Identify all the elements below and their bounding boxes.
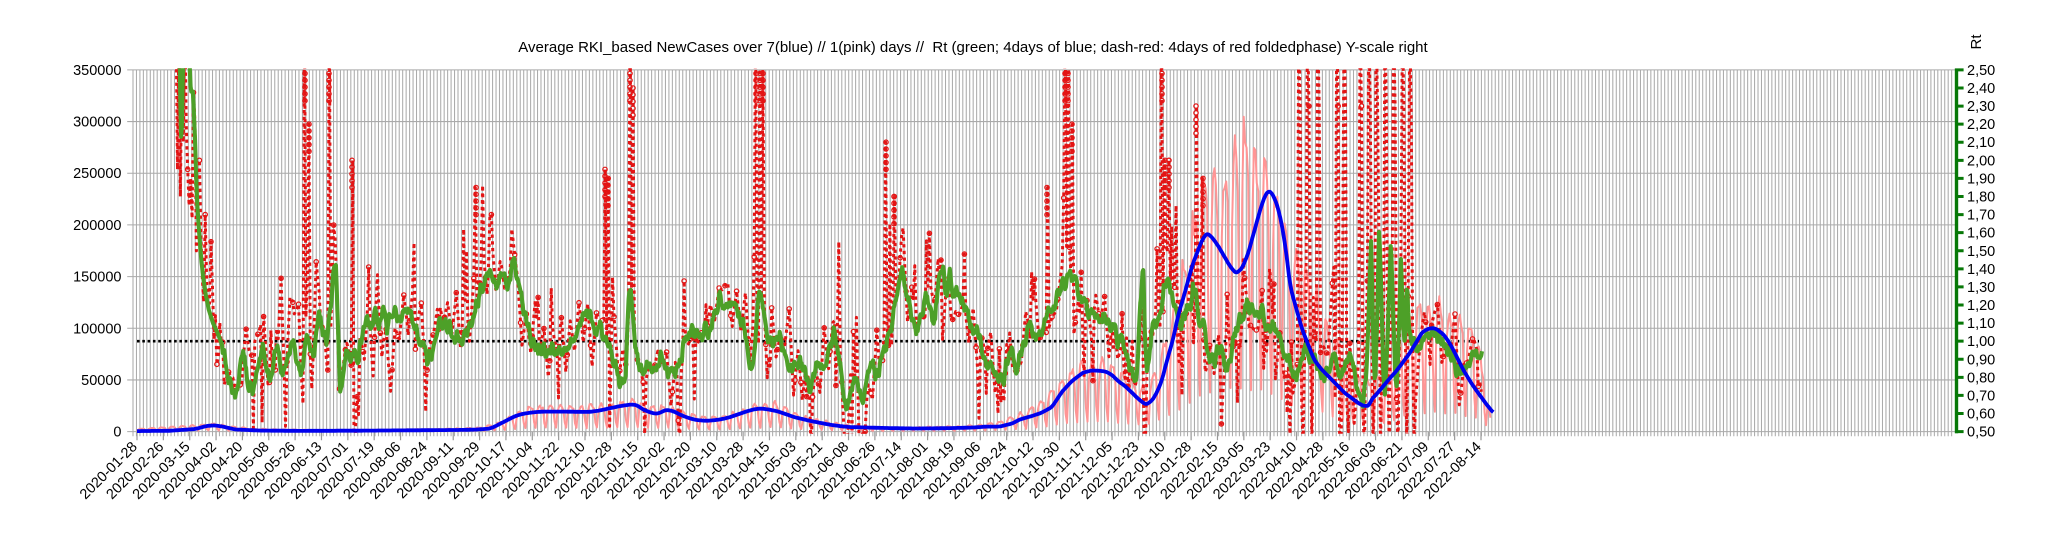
svg-text:2,10: 2,10: [1967, 135, 1995, 151]
svg-text:2,50: 2,50: [1967, 63, 1995, 79]
svg-text:1,00: 1,00: [1967, 334, 1995, 350]
svg-text:2,40: 2,40: [1967, 81, 1995, 97]
svg-text:350000: 350000: [73, 63, 121, 79]
svg-text:1,20: 1,20: [1967, 298, 1995, 314]
svg-text:100000: 100000: [73, 321, 121, 337]
svg-text:50000: 50000: [81, 373, 121, 389]
svg-text:1,30: 1,30: [1967, 280, 1995, 296]
svg-text:1,40: 1,40: [1967, 262, 1995, 278]
svg-text:2,30: 2,30: [1967, 99, 1995, 115]
svg-text:0: 0: [113, 425, 121, 441]
svg-text:2,20: 2,20: [1967, 117, 1995, 133]
svg-text:0,50: 0,50: [1967, 425, 1995, 441]
svg-text:0,90: 0,90: [1967, 352, 1995, 368]
svg-text:Average RKI_based NewCases ove: Average RKI_based NewCases over 7(blue) …: [518, 39, 1428, 56]
svg-text:1,50: 1,50: [1967, 244, 1995, 260]
svg-text:Rt: Rt: [1968, 34, 1985, 50]
svg-text:1,90: 1,90: [1967, 171, 1995, 187]
svg-text:250000: 250000: [73, 166, 121, 182]
svg-text:1,70: 1,70: [1967, 208, 1995, 224]
svg-text:1,10: 1,10: [1967, 316, 1995, 332]
svg-text:1,80: 1,80: [1967, 190, 1995, 206]
svg-text:2,00: 2,00: [1967, 153, 1995, 169]
svg-text:0,70: 0,70: [1967, 388, 1995, 404]
svg-text:0,80: 0,80: [1967, 370, 1995, 386]
svg-text:200000: 200000: [73, 218, 121, 234]
svg-text:300000: 300000: [73, 115, 121, 131]
svg-text:1,60: 1,60: [1967, 226, 1995, 242]
svg-text:150000: 150000: [73, 270, 121, 286]
svg-text:0,60: 0,60: [1967, 407, 1995, 423]
